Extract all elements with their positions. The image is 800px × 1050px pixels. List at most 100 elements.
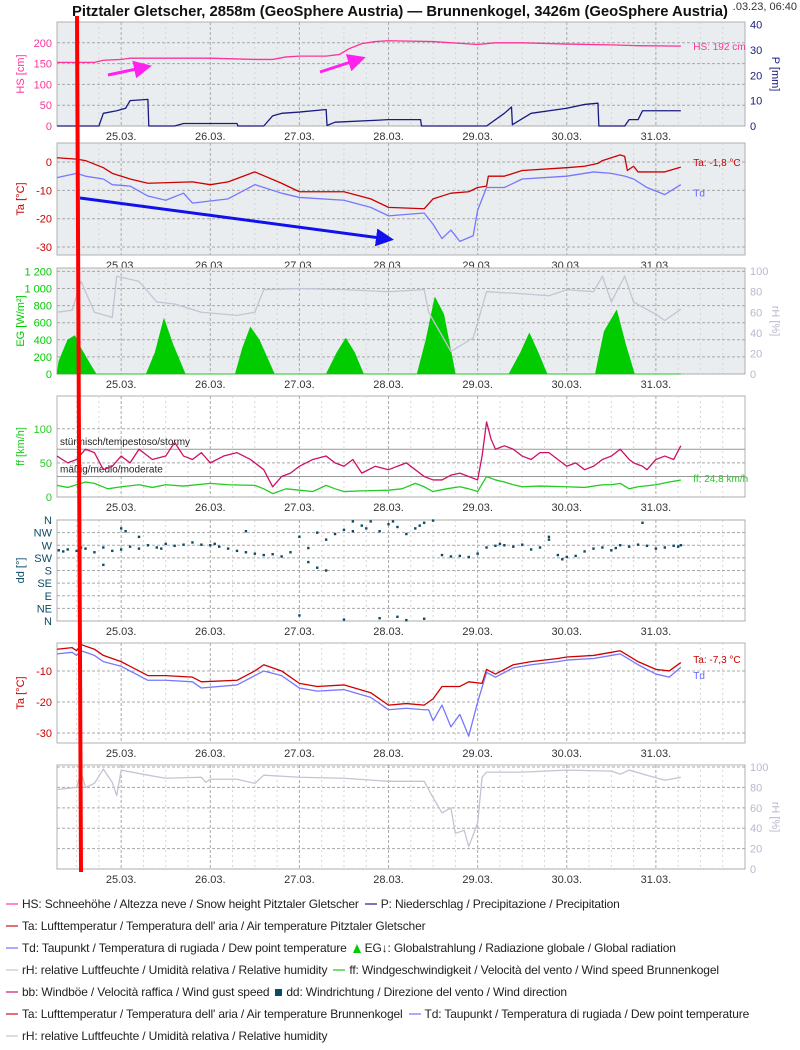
x-tick-label: 26.03. [195,502,226,514]
wind-direction-point [405,618,408,622]
wind-direction-point [191,541,194,544]
x-tick-label: 26.03. [195,874,226,886]
wind-direction-point [280,555,283,558]
legend-item[interactable]: rH: relative Luftfeuchte / Umidità relat… [6,963,328,977]
threshold-label: mäßig/medio/moderate [60,465,163,476]
wind-direction-point [396,525,399,529]
wind-direction-point [57,549,60,552]
series-td-line [56,650,682,737]
wind-direction-point [66,548,69,551]
red-marker-line [75,15,83,873]
y-tick-label: N [44,515,52,527]
wind-direction-point [422,521,426,525]
title-backdrop [68,0,732,20]
wind-direction-point [324,569,328,572]
y-tick-label: -20 [36,697,52,709]
legend-row: HS: Schneehöhe / Altezza neve / Snow hei… [6,893,755,915]
wind-direction-point [556,553,560,557]
wind-direction-point [307,560,310,564]
wind-direction-point [636,543,640,546]
x-tick-label: 25.03. [106,131,137,143]
plot-area [56,142,746,256]
series-ff-line [56,475,681,495]
x-tick-label: 28.03. [373,502,404,514]
wind-direction-point [641,521,644,525]
y-tick-label: 0 [46,157,52,169]
wind-direction-point [146,544,150,547]
wind-direction-point [111,549,114,553]
y-tick-label: N [44,616,52,628]
line-swatch-icon [333,969,346,971]
wind-direction-point [365,527,368,530]
timestamp: 31.03.23, 06:40 [721,1,797,13]
wind-direction-point [271,553,274,556]
wind-direction-point [494,544,497,548]
wind-direction-point [213,542,216,546]
x-tick-label: 27.03. [284,502,315,514]
legend-item[interactable]: dd: Windrichtung / Direzione del vento /… [275,985,567,999]
y-tick-label: S [45,566,52,578]
current-value-label: ff: 24,8 km/h [693,474,748,485]
wind-direction-point [645,544,649,548]
plot-area [56,642,746,744]
y-tick-label: -30 [36,242,52,254]
x-tick-label: 26.03. [195,748,226,760]
x-tick-label: 31.03. [641,626,672,638]
x-tick-label: 29.03. [462,379,493,391]
series-td-line [56,171,682,243]
legend-item[interactable]: HS: Schneehöhe / Altezza neve / Snow hei… [6,897,359,911]
wind-direction-point [244,551,248,554]
x-tick-label: 26.03. [195,626,226,638]
series-dd-points [57,519,683,622]
x-tick-label: 29.03. [462,748,493,760]
wind-direction-point [351,520,355,523]
wind-direction-point [583,550,586,553]
line-swatch-icon [6,947,18,949]
wind-direction-point [679,544,683,547]
wind-direction-point [387,523,390,526]
legend-item[interactable]: bb: Windböe / Velocità raffica / Wind gu… [6,985,270,999]
line-swatch-icon [6,1035,18,1037]
wind-direction-point [512,545,515,548]
legend-item[interactable]: Ta: Lufttemperatur / Temperatura dell' a… [6,1007,403,1021]
legend-item[interactable]: ff: Windgeschwindigkeit / Velocità del v… [333,963,719,977]
wind-direction-point [414,527,417,530]
legend-item[interactable]: Td: Taupunkt / Temperatura di rugiada / … [408,1007,749,1021]
x-tick-label: 27.03. [284,874,315,886]
wind-direction-point [529,548,533,551]
y-axis-label: ff [km/h] [15,427,27,466]
legend-label: Td: Taupunkt / Temperatura di rugiada / … [22,941,347,955]
series-ta-line [56,154,682,210]
series-rh-line [56,275,682,353]
threshold-label: stürmisch/tempestoso/stormy [60,437,190,448]
legend-row: Ta: Lufttemperatur / Temperatura dell' a… [6,915,755,937]
y2-tick-label: 0 [750,864,756,876]
wind-direction-point [102,546,105,549]
legend-item[interactable]: EG↓: Globalstrahlung / Radiazione global… [352,941,676,955]
y-tick-label: W [42,540,53,552]
wind-direction-point [102,563,105,567]
x-tick-label: 30.03. [551,379,582,391]
legend-row: rH: relative Luftfeuchte / Umidità relat… [6,959,755,981]
x-tick-label: 25.03. [106,748,137,760]
legend-item[interactable]: P: Niederschlag / Precipitazione / Preci… [364,897,620,911]
x-tick-label: 25.03. [106,379,137,391]
x-tick-label: 25.03. [106,502,137,514]
legend-item[interactable]: Td: Taupunkt / Temperatura di rugiada / … [6,941,347,955]
line-swatch-icon [6,1013,18,1015]
x-tick-label: 28.03. [373,379,404,391]
legend-item[interactable]: rH: relative Luftfeuchte / Umidità relat… [6,1029,328,1043]
wind-direction-point [209,544,212,547]
wind-direction-point [235,549,239,553]
legend-label: rH: relative Luftfeuchte / Umidità relat… [22,963,328,977]
y2-tick-label: 60 [750,803,762,815]
wind-direction-point [324,538,328,541]
wind-direction-point [84,547,87,550]
legend-item[interactable]: Ta: Lufttemperatur / Temperatura dell' a… [6,919,426,933]
x-tick-label: 31.03. [641,874,672,886]
y2-tick-label: 20 [750,348,762,360]
x-tick-label: 27.03. [284,626,315,638]
